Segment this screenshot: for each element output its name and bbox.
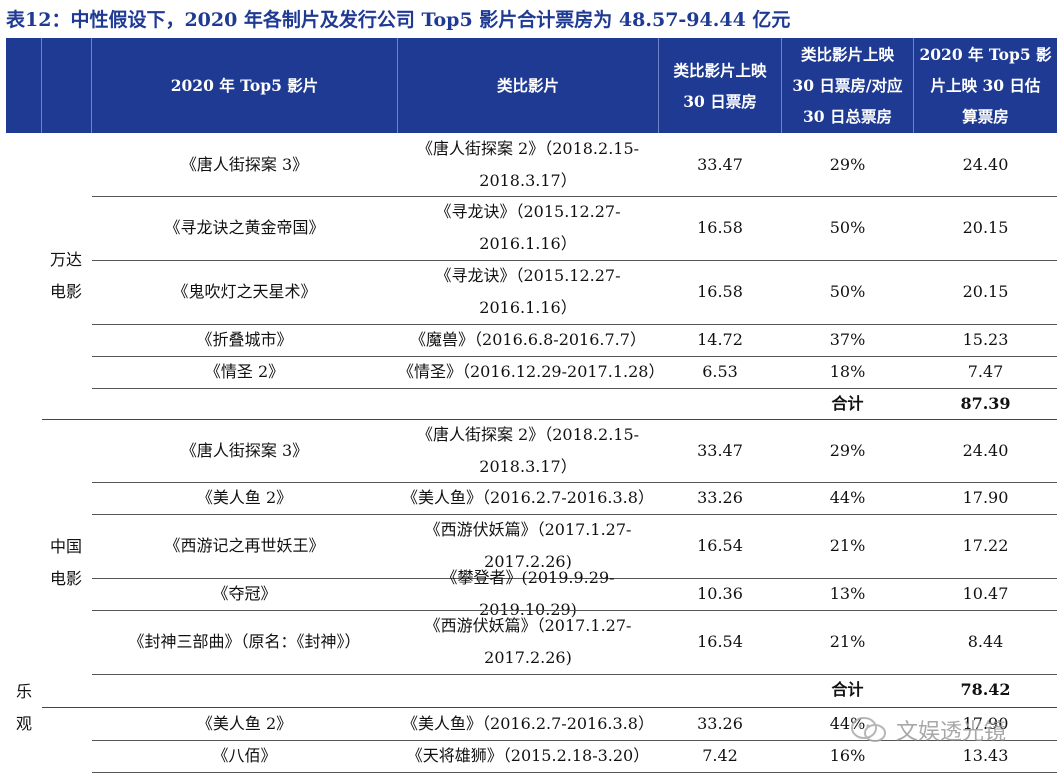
row-divider: [92, 260, 1057, 261]
row-divider: [92, 388, 1057, 389]
cell-est: 13.43: [962, 746, 1009, 765]
cell-box: 33.47: [697, 441, 743, 460]
cell-comp: 《魔兽》（2016.6.8-2016.7.7）: [410, 330, 646, 349]
cell-box: 10.36: [697, 584, 743, 603]
cell-est: 8.44: [967, 632, 1004, 651]
header-divider: [91, 38, 92, 133]
cell-box: 7.42: [702, 746, 738, 765]
total-label: 合计: [831, 680, 864, 699]
cell-box: 16.58: [697, 218, 743, 237]
table-bottom-line: [92, 772, 1057, 773]
cell-comp: 《天将雄狮》（2015.2.18-3.20）: [406, 746, 650, 765]
header-divider: [658, 38, 659, 133]
row-divider: [92, 674, 1057, 675]
row-divider: [92, 610, 1057, 611]
cell-film: 《折叠城市》: [196, 330, 293, 349]
cell-comp: 《西游伏妖篇》（2017.1.27- 2017.2.26): [424, 520, 632, 571]
cell-est: 24.40: [962, 441, 1009, 460]
header-divider: [913, 38, 914, 133]
cell-est: 24.40: [962, 155, 1009, 174]
group-divider: [42, 707, 1057, 708]
cell-ratio: 18%: [829, 362, 866, 381]
cell-film: 《唐人街探案 3》: [180, 441, 309, 460]
cell-ratio: 29%: [829, 155, 866, 174]
cell-est: 20.15: [962, 218, 1009, 237]
cell-ratio: 16%: [829, 746, 866, 765]
cell-ratio: 21%: [829, 632, 866, 651]
cell-comp: 《美人鱼》（2016.2.7-2016.3.8）: [402, 488, 654, 507]
cell-est: 15.23: [962, 330, 1009, 349]
wechat-icon: [850, 715, 888, 745]
cell-film: 《美人鱼 2》: [196, 714, 293, 733]
cell-box: 16.58: [697, 282, 743, 301]
cell-comp: 《寻龙诀》（2015.12.27- 2016.1.16）: [435, 202, 621, 253]
scenario-label: 乐 观: [16, 682, 33, 733]
cell-film: 《唐人街探案 3》: [180, 155, 309, 174]
cell-ratio: 29%: [829, 441, 866, 460]
cell-ratio: 37%: [829, 330, 866, 349]
cell-comp: 《西游伏妖篇》（2017.1.27- 2017.2.26): [424, 616, 632, 667]
row-divider: [92, 740, 1057, 741]
table-title: 表12：中性假设下，2020 年各制片及发行公司 Top5 影片合计票房为 48…: [6, 9, 791, 31]
cell-film: 《寻龙诀之黄金帝国》: [164, 218, 325, 237]
row-divider: [92, 196, 1057, 197]
cell-comp: 《唐人街探案 2》（2018.2.15- 2018.3.17）: [416, 139, 640, 190]
cell-ratio: 44%: [829, 488, 866, 507]
row-divider: [92, 514, 1057, 515]
group-divider: [42, 419, 1057, 420]
header-top5-film: 2020 年 Top5 影片: [170, 76, 319, 95]
cell-box: 16.54: [697, 632, 743, 651]
header-estimated-box: 2020 年 Top5 影 片上映 30 日估 算票房: [919, 45, 1052, 126]
watermark: 文娱透光镜: [850, 710, 1050, 750]
header-box-ratio: 类比影片上映 30 日票房/对应 30 日总票房: [792, 45, 903, 126]
cell-est: 10.47: [962, 584, 1009, 603]
cell-box: 33.26: [697, 488, 743, 507]
row-divider: [92, 578, 1057, 579]
cell-est: 17.22: [962, 536, 1009, 555]
cell-box: 6.53: [702, 362, 738, 381]
cell-comp: 《唐人街探案 2》（2018.2.15- 2018.3.17）: [416, 425, 640, 476]
header-comparable-30day-box: 类比影片上映 30 日票房: [673, 60, 767, 111]
cell-box: 33.26: [697, 714, 743, 733]
cell-film: 《情圣 2》: [204, 362, 285, 381]
cell-film: 《封神三部曲》（原名：《封神》）: [128, 632, 361, 651]
cell-comp: 《攀登者》(2019.9.29-2019.10.29): [441, 568, 615, 619]
cell-film: 《八佰》: [212, 746, 277, 765]
cell-film: 《鬼吹灯之天星术》: [172, 282, 317, 301]
cell-ratio: 13%: [829, 584, 866, 603]
header-comparable-film: 类比影片: [496, 76, 559, 95]
total-value: 78.42: [960, 680, 1011, 699]
header-divider: [397, 38, 398, 133]
header-divider: [41, 38, 42, 133]
total-value: 87.39: [960, 394, 1011, 413]
cell-comp: 《情圣》（2016.12.29-2017.1.28）: [398, 362, 665, 381]
watermark-text: 文娱透光镜: [896, 720, 1007, 745]
cell-ratio: 50%: [829, 282, 866, 301]
cell-box: 33.47: [697, 155, 743, 174]
table-header: 2020 年 Top5 影片 类比影片 类比影片上映 30 日票房 类比影片上映…: [6, 38, 1057, 133]
cell-ratio: 21%: [829, 536, 866, 555]
cell-box: 16.54: [697, 536, 743, 555]
row-divider: [92, 482, 1057, 483]
cell-film: 《美人鱼 2》: [196, 488, 293, 507]
cell-box: 14.72: [697, 330, 743, 349]
cell-ratio: 50%: [829, 218, 866, 237]
company-label: 中国 电影: [50, 537, 83, 588]
cell-film: 《夺冠》: [212, 584, 277, 603]
cell-comp: 《寻龙诀》（2015.12.27- 2016.1.16）: [435, 266, 621, 317]
cell-est: 20.15: [962, 282, 1009, 301]
total-label: 合计: [831, 394, 864, 413]
cell-film: 《西游记之再世妖王》: [164, 536, 325, 555]
cell-ratio: 44%: [829, 714, 866, 733]
row-divider: [92, 324, 1057, 325]
header-divider: [781, 38, 782, 133]
company-label: 万达 电影: [50, 250, 83, 301]
cell-comp: 《美人鱼》（2016.2.7-2016.3.8）: [402, 714, 654, 733]
cell-est: 17.90: [962, 488, 1009, 507]
row-divider: [92, 356, 1057, 357]
cell-est: 7.47: [967, 362, 1004, 381]
cell-est: 17.90: [962, 714, 1009, 733]
